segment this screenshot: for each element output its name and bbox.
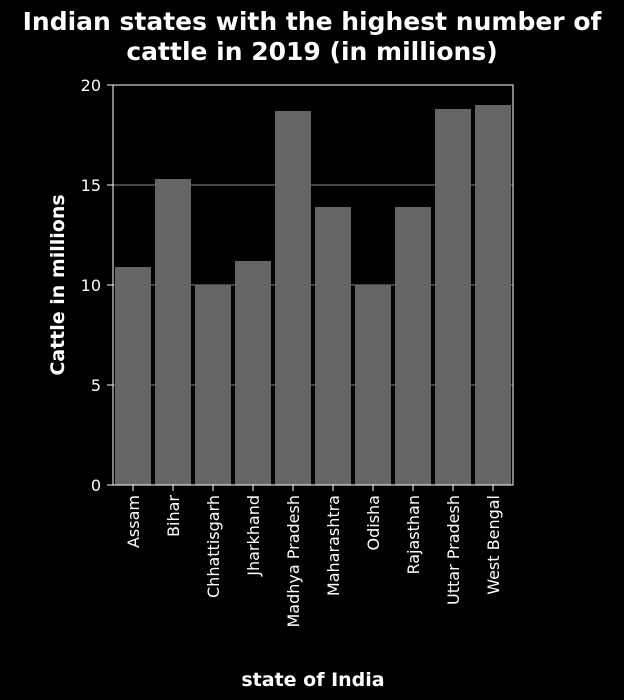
bar-chhattisgarh (195, 285, 231, 485)
plot-area: 0 5 10 15 20 Assam Bihar Chhattisgarh Jharkhand… (81, 76, 514, 628)
y-tick-label: 0 (91, 476, 101, 495)
bar-rajasthan (395, 207, 431, 485)
x-tick-label: Chhattisgarh (204, 495, 223, 598)
y-tick-label: 15 (81, 176, 101, 195)
x-tick-label: Maharashtra (324, 495, 343, 596)
x-tick-label: Bihar (164, 495, 183, 537)
y-tick-label: 5 (91, 376, 101, 395)
y-ticks: 0 5 10 15 20 (81, 76, 113, 495)
x-tick-label: Odisha (364, 495, 383, 550)
bar-west-bengal (475, 105, 511, 485)
bar-uttar-pradesh (435, 109, 471, 485)
x-tick-label: Madhya Pradesh (284, 495, 303, 628)
bars (115, 105, 511, 485)
bar-assam (115, 267, 151, 485)
bar-jharkhand (235, 261, 271, 485)
chart-title-line-1: Indian states with the highest number of (23, 7, 603, 36)
x-ticks: Assam Bihar Chhattisgarh Jharkhand Madhya Pr… (124, 485, 503, 628)
y-axis-title: Cattle in millions (47, 194, 69, 375)
bar-bihar (155, 179, 191, 485)
bar-odisha (355, 285, 391, 485)
x-axis-title: state of India (241, 669, 384, 691)
x-tick-label: Jharkhand (244, 495, 263, 577)
chart-title-line-2: cattle in 2019 (in millions) (126, 37, 497, 66)
x-tick-label: Uttar Pradesh (444, 495, 463, 605)
x-tick-label: West Bengal (484, 495, 503, 595)
bar-madhya-pradesh (275, 111, 311, 485)
x-tick-label: Rajasthan (404, 495, 423, 575)
x-tick-label: Assam (124, 495, 143, 548)
bar-maharashtra (315, 207, 351, 485)
y-tick-label: 20 (81, 76, 101, 95)
y-tick-label: 10 (81, 276, 101, 295)
